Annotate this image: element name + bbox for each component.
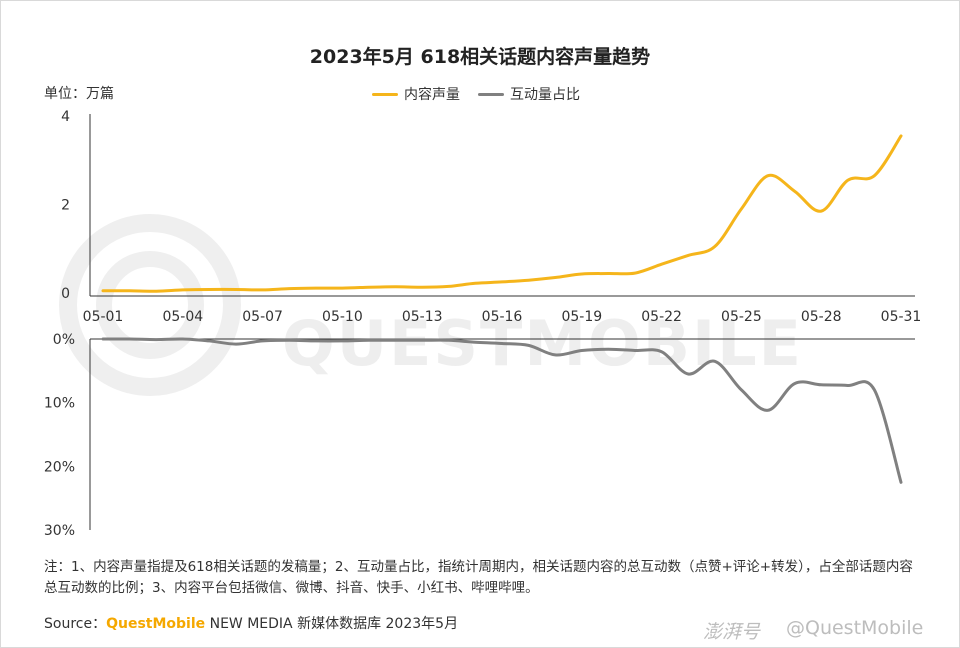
bottom-y-tick-label: 30% <box>44 523 75 539</box>
x-tick-label: 05-28 <box>801 309 842 325</box>
x-tick-label: 05-16 <box>482 309 523 325</box>
x-tick-label: 05-13 <box>402 309 443 325</box>
watermark-ring-inner <box>96 251 204 359</box>
bottom-y-tick-label: 0% <box>53 332 75 348</box>
legend-item-interaction-share: 互动量占比 <box>478 84 580 104</box>
watermark-text: QUESTMOBILE <box>282 307 803 380</box>
source-brand: QuestMobile <box>106 616 206 632</box>
legend-swatch-content-volume <box>372 92 398 96</box>
series-line-content-volume <box>101 134 903 293</box>
legend-swatch-interaction-share <box>478 92 504 96</box>
unit-label: 单位：万篇 <box>44 86 114 102</box>
top-y-tick-label: 0 <box>61 286 70 302</box>
watermark-ring-outer <box>59 214 241 396</box>
x-tick-label: 05-19 <box>561 309 602 325</box>
x-tick-label: 05-25 <box>721 309 762 325</box>
top-y-tick-label: 2 <box>61 198 70 214</box>
legend-label-content-volume: 内容声量 <box>404 87 460 103</box>
x-tick-label: 05-31 <box>881 309 922 325</box>
x-tick-label: 05-01 <box>83 309 124 325</box>
bottom-y-tick-label: 20% <box>44 459 75 475</box>
x-tick-label: 05-10 <box>322 309 363 325</box>
series-line-interaction-share <box>101 337 903 484</box>
footer-brand: @QuestMobile <box>786 617 924 639</box>
top-y-tick-label: 4 <box>61 109 70 125</box>
source-rest: NEW MEDIA 新媒体数据库 2023年5月 <box>205 616 459 632</box>
legend-label-interaction-share: 互动量占比 <box>510 87 580 103</box>
footer-platform-mark: 澎湃号 <box>703 621 761 643</box>
source-line: Source：QuestMobile NEW MEDIA 新媒体数据库 2023… <box>44 613 458 633</box>
axes: 0 2 4 0% 10% 20% 30% 05-01 05-04 05-07 05-10 05-13 0… <box>44 109 921 539</box>
legend: 内容声量 互动量占比 <box>372 84 598 104</box>
x-tick-label: 05-07 <box>242 309 283 325</box>
footnote: 注：1、内容声量指提及618相关话题的发稿量；2、互动量占比，指统计周期内，相关… <box>44 559 913 596</box>
x-tick-label: 05-22 <box>641 309 682 325</box>
series <box>101 134 903 484</box>
watermark: QUESTMOBILE <box>59 214 803 396</box>
bottom-y-tick-label: 10% <box>44 396 75 412</box>
chart-title: 2023年5月 618相关话题内容声量趋势 <box>309 46 651 68</box>
legend-item-content-volume: 内容声量 <box>372 84 460 104</box>
source-prefix: Source： <box>44 616 107 632</box>
x-tick-label: 05-04 <box>162 309 203 325</box>
